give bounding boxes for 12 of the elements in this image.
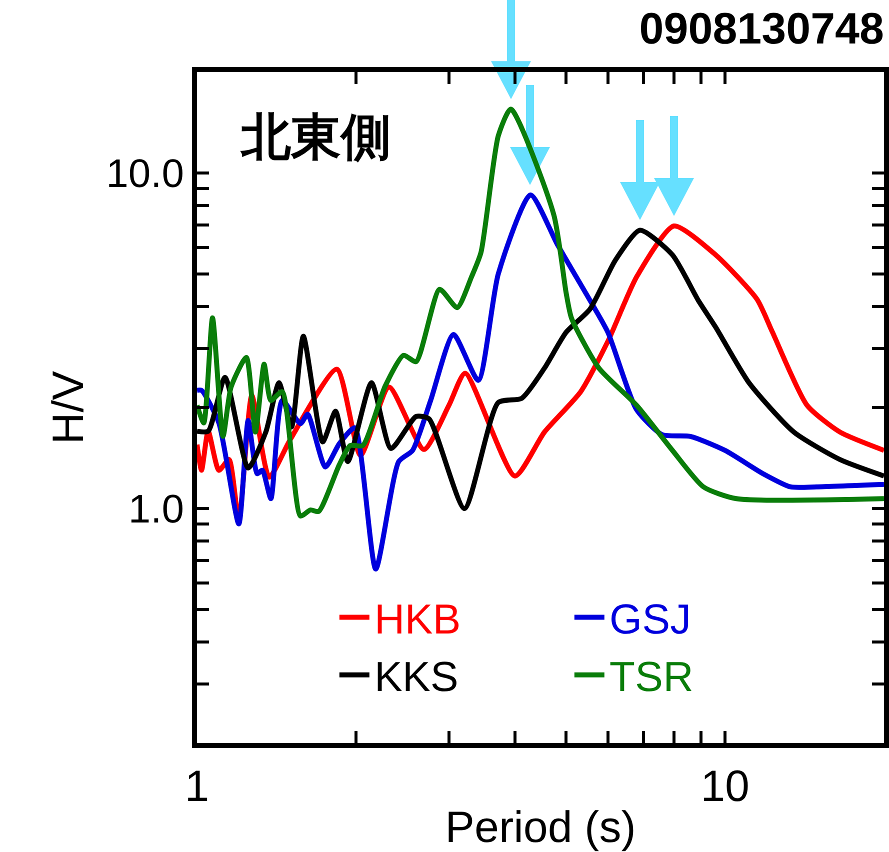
y-axis-title: H/V: [44, 370, 94, 444]
x-tick-label: 10: [700, 762, 750, 811]
legend-label: HKB: [374, 596, 461, 643]
chart-title: 0908130748: [639, 4, 884, 54]
x-axis-title: Period (s): [445, 803, 636, 852]
legend-label: TSR: [609, 653, 694, 700]
annotation: 北東側: [240, 108, 391, 166]
legend-label: GSJ: [609, 596, 692, 643]
y-tick-label: 10.0: [106, 152, 184, 196]
legend-label: KKS: [374, 653, 458, 700]
x-tick-label: 1: [184, 762, 210, 811]
y-tick-label: 1.0: [128, 488, 184, 532]
